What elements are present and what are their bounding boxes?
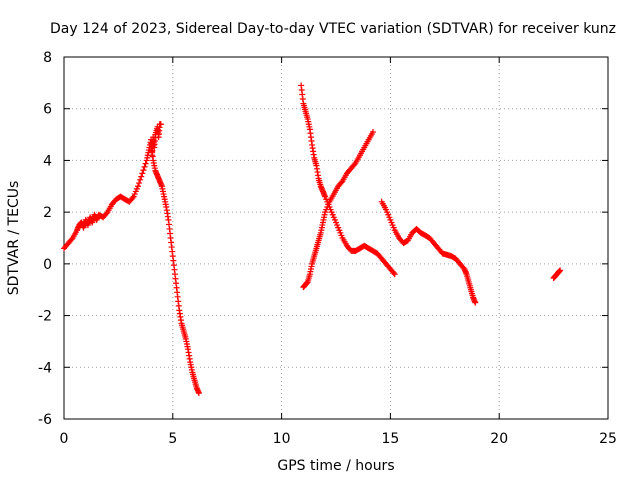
data-point	[338, 179, 345, 186]
data-point	[390, 269, 397, 276]
series-1	[148, 141, 202, 397]
data-point	[140, 167, 147, 174]
y-tick-label: 0	[43, 257, 52, 273]
series-2	[298, 82, 398, 278]
y-tick-label: -4	[38, 360, 52, 376]
y-tick-label: 6	[43, 102, 52, 118]
data-point	[472, 299, 479, 306]
data-point	[369, 128, 376, 135]
series-0	[61, 121, 164, 252]
axis-ticks: 0 5 10 15 20 25 -6 -4 -2 0 2 4 6 8	[38, 50, 617, 447]
data-point	[139, 170, 146, 177]
data-point	[142, 160, 149, 167]
y-tick-label: 4	[43, 153, 52, 169]
data-point	[136, 180, 143, 187]
grid-lines	[64, 57, 608, 419]
data-point	[68, 236, 75, 243]
data-point	[141, 163, 148, 170]
chart-title: Day 124 of 2023, Sidereal Day-to-day VTE…	[50, 21, 616, 37]
x-tick-label: 15	[381, 431, 399, 447]
y-tick-label: -2	[38, 309, 52, 325]
data-point	[391, 271, 398, 278]
data-points	[61, 82, 564, 397]
plot-frame	[63, 56, 609, 420]
series-3	[300, 128, 376, 291]
data-point	[129, 194, 136, 201]
data-point	[557, 267, 564, 274]
y-tick-label: 2	[43, 205, 52, 221]
x-tick-label: 20	[490, 431, 508, 447]
x-tick-label: 25	[599, 431, 617, 447]
x-tick-label: 10	[273, 431, 291, 447]
data-point	[138, 173, 145, 180]
series-5	[550, 267, 564, 282]
y-tick-label: 8	[43, 50, 52, 66]
data-point	[137, 176, 144, 183]
x-axis-label: GPS time / hours	[277, 458, 394, 474]
data-point	[134, 183, 141, 190]
y-axis-label: SDTVAR / TECUs	[6, 181, 22, 296]
data-point	[351, 161, 358, 168]
series-4	[378, 198, 479, 306]
y-tick-label: -6	[38, 412, 52, 428]
data-point	[195, 390, 202, 397]
x-tick-label: 5	[168, 431, 177, 447]
x-tick-label: 0	[60, 431, 69, 447]
data-point	[103, 210, 110, 217]
data-point	[157, 121, 164, 128]
